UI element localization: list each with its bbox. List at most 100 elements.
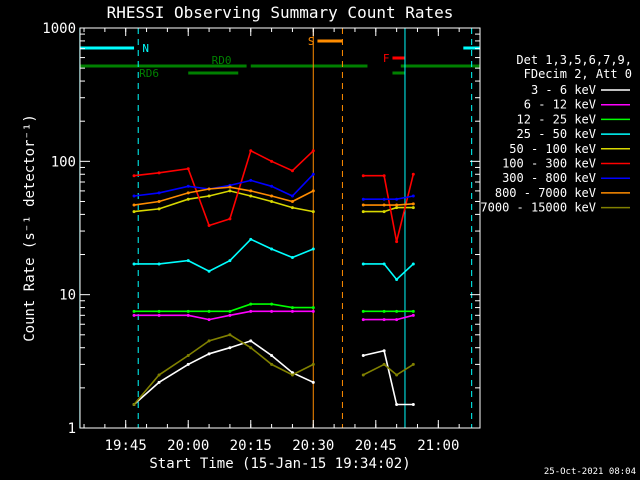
- series-point-300-800-kev: [249, 178, 253, 182]
- series-point-6-12-kev: [411, 313, 415, 317]
- series-point-25-50-kev: [132, 262, 136, 266]
- series-point-50-100-kev: [411, 206, 415, 210]
- series-point-800-7000-kev: [249, 189, 253, 193]
- series-line-300-800-kev: [363, 195, 414, 200]
- y-tick-label: 1: [68, 421, 76, 437]
- series-point-50-100-kev: [157, 207, 161, 211]
- series-point-50-100-kev: [382, 210, 386, 214]
- series-line-800-7000-kev: [363, 203, 414, 206]
- series-point-800-7000-kev: [361, 203, 365, 207]
- series-point-100-300-kev: [382, 174, 386, 178]
- legend-label-800-7000-kev: 800 - 7000 keV: [495, 186, 596, 200]
- series-point-12-25-kev: [382, 309, 386, 313]
- series-line-6-12-kev: [134, 310, 314, 321]
- legend-label-6-12-kev: 6 - 12 keV: [524, 98, 596, 112]
- series-point-100-300-kev: [157, 171, 161, 175]
- series-point-50-100-kev: [132, 210, 136, 214]
- series-point-6-12-kev: [270, 309, 274, 313]
- series-point-300-800-kev: [132, 194, 136, 198]
- series-point-7000-15000-kev: [395, 373, 399, 377]
- series-point-25-50-kev: [290, 255, 294, 259]
- series-point-12-25-kev: [311, 306, 315, 310]
- series-point-12-25-kev: [157, 309, 161, 313]
- series-point-50-100-kev: [249, 194, 253, 198]
- series-point-800-7000-kev: [207, 187, 211, 191]
- series-point-3-6-kev: [207, 352, 211, 356]
- series-point-6-12-kev: [395, 318, 399, 322]
- y-tick-label: 10: [59, 288, 76, 304]
- series-point-6-12-kev: [186, 313, 190, 317]
- series-point-50-100-kev: [270, 199, 274, 203]
- legend-header-line: FDecim 2, Att 0: [524, 67, 632, 81]
- series-point-3-6-kev: [361, 353, 365, 357]
- series-line-25-50-kev: [134, 238, 314, 273]
- series-line-25-50-kev: [363, 263, 414, 281]
- series-point-3-6-kev: [311, 380, 315, 384]
- series-point-7000-15000-kev: [311, 362, 315, 366]
- series-point-3-6-kev: [411, 403, 415, 407]
- series-point-50-100-kev: [311, 210, 315, 214]
- series-point-6-12-kev: [207, 318, 211, 322]
- series-point-300-800-kev: [186, 184, 190, 188]
- series-point-300-800-kev: [395, 197, 399, 201]
- series-point-100-300-kev: [207, 224, 211, 228]
- x-tick-label: 20:00: [167, 438, 209, 454]
- series-point-12-25-kev: [361, 309, 365, 313]
- legend-header-line: Det 1,3,5,6,7,9,: [516, 53, 632, 67]
- series-point-800-7000-kev: [157, 199, 161, 203]
- series-point-300-800-kev: [290, 194, 294, 198]
- series-line-800-7000-kev: [133, 186, 314, 206]
- series-point-25-50-kev: [382, 262, 386, 266]
- legend: Det 1,3,5,6,7,9,FDecim 2, Att 0 3 - 6 keV…: [480, 53, 632, 215]
- legend-label-25-50-kev: 25 - 50 keV: [517, 127, 596, 141]
- flag-label-rd0: RD0: [212, 54, 232, 67]
- series-point-3-6-kev: [395, 403, 399, 407]
- series-point-800-7000-kev: [395, 203, 399, 207]
- series-point-100-300-kev: [132, 174, 136, 178]
- series-point-100-300-kev: [311, 149, 315, 153]
- plot-frame: [79, 27, 481, 429]
- series-point-7000-15000-kev: [132, 403, 136, 407]
- generation-timestamp: 25-Oct-2021 08:04: [544, 467, 636, 477]
- series-point-12-25-kev: [249, 302, 253, 306]
- series-point-50-100-kev: [395, 206, 399, 210]
- series-point-100-300-kev: [361, 174, 365, 178]
- series-point-25-50-kev: [411, 262, 415, 266]
- series-point-6-12-kev: [132, 313, 136, 317]
- series-point-300-800-kev: [311, 172, 315, 176]
- legend-label-300-800-kev: 300 - 800 keV: [502, 171, 596, 185]
- series-point-7000-15000-kev: [290, 373, 294, 377]
- series-point-7000-15000-kev: [157, 373, 161, 377]
- flag-label-n: N: [142, 42, 149, 55]
- series-line-3-6-kev: [363, 349, 414, 406]
- series-line-12-25-kev: [134, 303, 314, 313]
- series-point-3-6-kev: [382, 349, 386, 353]
- series-point-800-7000-kev: [311, 189, 315, 193]
- series-point-25-50-kev: [186, 259, 190, 263]
- series-point-12-25-kev: [132, 309, 136, 313]
- series-point-25-50-kev: [228, 259, 232, 263]
- series-point-800-7000-kev: [132, 203, 136, 207]
- series-point-800-7000-kev: [270, 194, 274, 198]
- series-line-7000-15000-kev: [362, 363, 414, 376]
- series-point-12-25-kev: [186, 309, 190, 313]
- chart-title: RHESSI Observing Summary Count Rates: [107, 3, 454, 22]
- series-point-12-25-kev: [411, 309, 415, 313]
- legend-label-7000-15000-kev: 7000 - 15000 keV: [480, 201, 596, 215]
- legend-label-50-100-kev: 50 - 100 keV: [509, 142, 596, 156]
- series-point-6-12-kev: [361, 318, 365, 322]
- series-point-300-800-kev: [411, 194, 415, 198]
- series-point-12-25-kev: [290, 306, 294, 310]
- series-point-3-6-kev: [249, 339, 253, 343]
- series-point-800-7000-kev: [382, 203, 386, 207]
- series-point-3-6-kev: [270, 353, 274, 357]
- series-point-6-12-kev: [249, 309, 253, 313]
- series-point-6-12-kev: [157, 313, 161, 317]
- series-point-6-12-kev: [290, 309, 294, 313]
- series-line-6-12-kev: [363, 314, 414, 321]
- series-point-25-50-kev: [270, 247, 274, 251]
- series-point-3-6-kev: [157, 380, 161, 384]
- series-point-800-7000-kev: [411, 202, 415, 206]
- series-point-7000-15000-kev: [207, 339, 211, 343]
- event-lines: [79, 28, 473, 428]
